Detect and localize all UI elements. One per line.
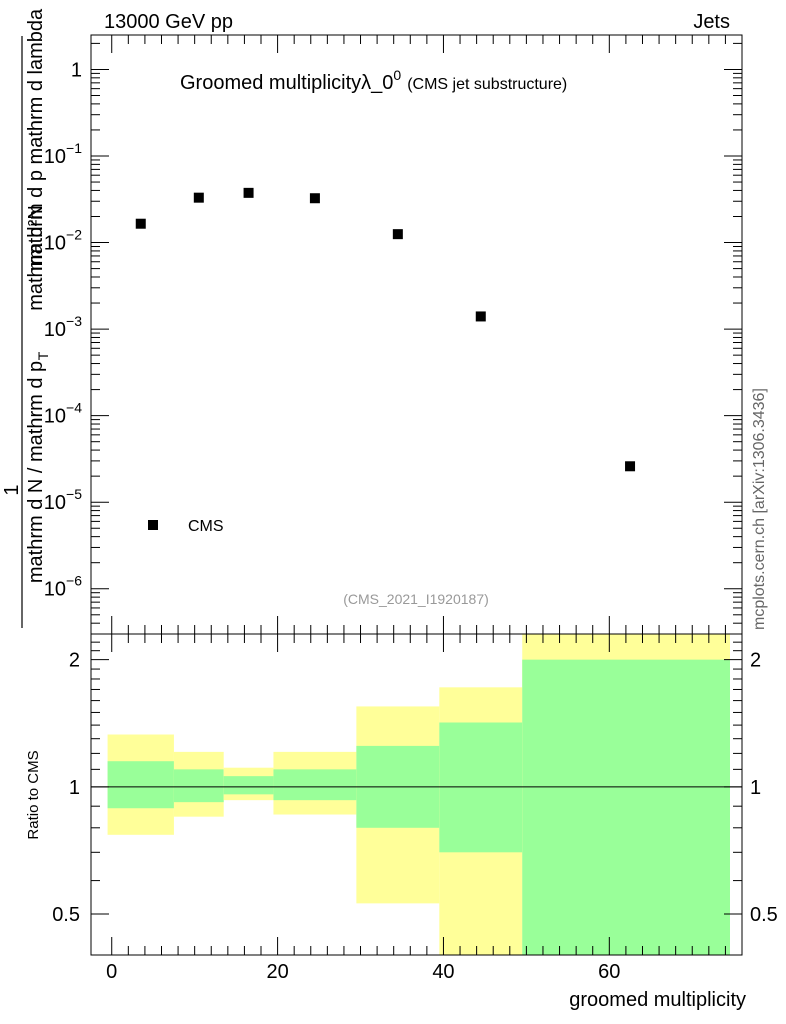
ratio-band-inner — [173, 769, 224, 803]
data-point-cms — [475, 311, 486, 322]
main-y-tick-label: 10−6 — [44, 573, 82, 601]
ratio-band-inner — [223, 776, 274, 795]
ylabel-numerator: mathrm d²N — [25, 205, 47, 311]
ylabel-numerator-2: mathrm d p mathrm d lambda — [25, 8, 47, 271]
main-y-tick-label: 10−4 — [44, 400, 82, 428]
data-point-cms — [135, 218, 146, 229]
process-label: Jets — [693, 11, 730, 33]
data-series-cms — [135, 187, 636, 472]
plot-title-superscript: 0 — [393, 67, 401, 83]
data-point-cms — [625, 461, 636, 472]
analysis-label: (CMS_2021_I1920187) — [343, 591, 489, 607]
ratio-y-tick-label-right: 1 — [750, 777, 761, 799]
main-y-tick-label: 1 — [71, 59, 82, 81]
data-point-cms — [243, 187, 254, 198]
x-tick-label: 0 — [106, 961, 117, 983]
ratio-y-axis-label: Ratio to CMS — [25, 750, 42, 839]
ratio-y-tick-label-left: 1 — [69, 777, 80, 799]
x-tick-label: 20 — [266, 961, 288, 983]
ratio-y-tick-label-right: 2 — [750, 650, 761, 672]
main-plot-frame — [90, 34, 743, 635]
ratio-band-inner — [439, 722, 523, 853]
ratio-y-tick-label-right: 0.5 — [750, 904, 778, 926]
ratio-bands — [107, 634, 730, 955]
data-point-cms — [309, 193, 320, 204]
energy-label: 13000 GeV pp — [104, 11, 233, 33]
side-label: mcplots.cern.ch [arXiv:1306.3436] — [751, 388, 768, 630]
main-y-tick-labels: 1 10−1 10−2 10−3 10−4 10−5 10−6 — [44, 59, 82, 600]
main-y-tick-label: 10−5 — [44, 486, 82, 514]
svg-text:Groomed multiplicityλ_00(CMS j: Groomed multiplicityλ_00 (CMS jet substru… — [180, 67, 567, 94]
legend-marker-cms — [148, 520, 158, 530]
main-y-tick-label: 10−1 — [44, 140, 82, 168]
ylabel-denominator: mathrm d N / mathrm d p — [25, 361, 47, 583]
main-y-axis — [91, 35, 742, 635]
ylabel-one: 1 — [1, 484, 23, 495]
ratio-y-tick-label-left: 2 — [69, 650, 80, 672]
plot-subtitle: (CMS jet substructure) — [407, 76, 567, 93]
ratio-panel: 0.5 0.5 1 1 2 2 0 20 40 60 Ratio to CMS groomed … — [25, 633, 778, 1011]
x-axis: 0 20 40 60 — [106, 634, 726, 983]
main-y-axis-label: mathrm d²N 1 mathrm d N / mathrm d p mat… — [1, 8, 51, 628]
ratio-y-axis: 0.5 0.5 1 1 2 2 — [52, 633, 778, 956]
main-y-tick-label: 10−2 — [44, 227, 82, 255]
x-tick-label: 60 — [598, 961, 620, 983]
data-point-cms — [193, 192, 204, 203]
ratio-y-tick-label-left: 0.5 — [52, 904, 80, 926]
plot-title: Groomed multiplicityλ_0 — [180, 72, 393, 94]
x-tick-label: 40 — [432, 961, 454, 983]
x-axis-label: groomed multiplicity — [569, 989, 746, 1011]
ratio-band-inner — [522, 659, 730, 955]
ylabel-subscript: T — [35, 351, 51, 360]
legend-label-cms: CMS — [188, 518, 224, 535]
ratio-band-inner — [273, 769, 357, 801]
data-point-cms — [392, 229, 403, 240]
ratio-band-inner — [107, 761, 174, 809]
main-y-tick-label: 10−3 — [44, 313, 82, 341]
main-panel: 1 10−1 10−2 10−3 10−4 10−5 10−6 Groomed multip… — [1, 8, 743, 635]
ratio-plot-frame — [90, 633, 743, 956]
